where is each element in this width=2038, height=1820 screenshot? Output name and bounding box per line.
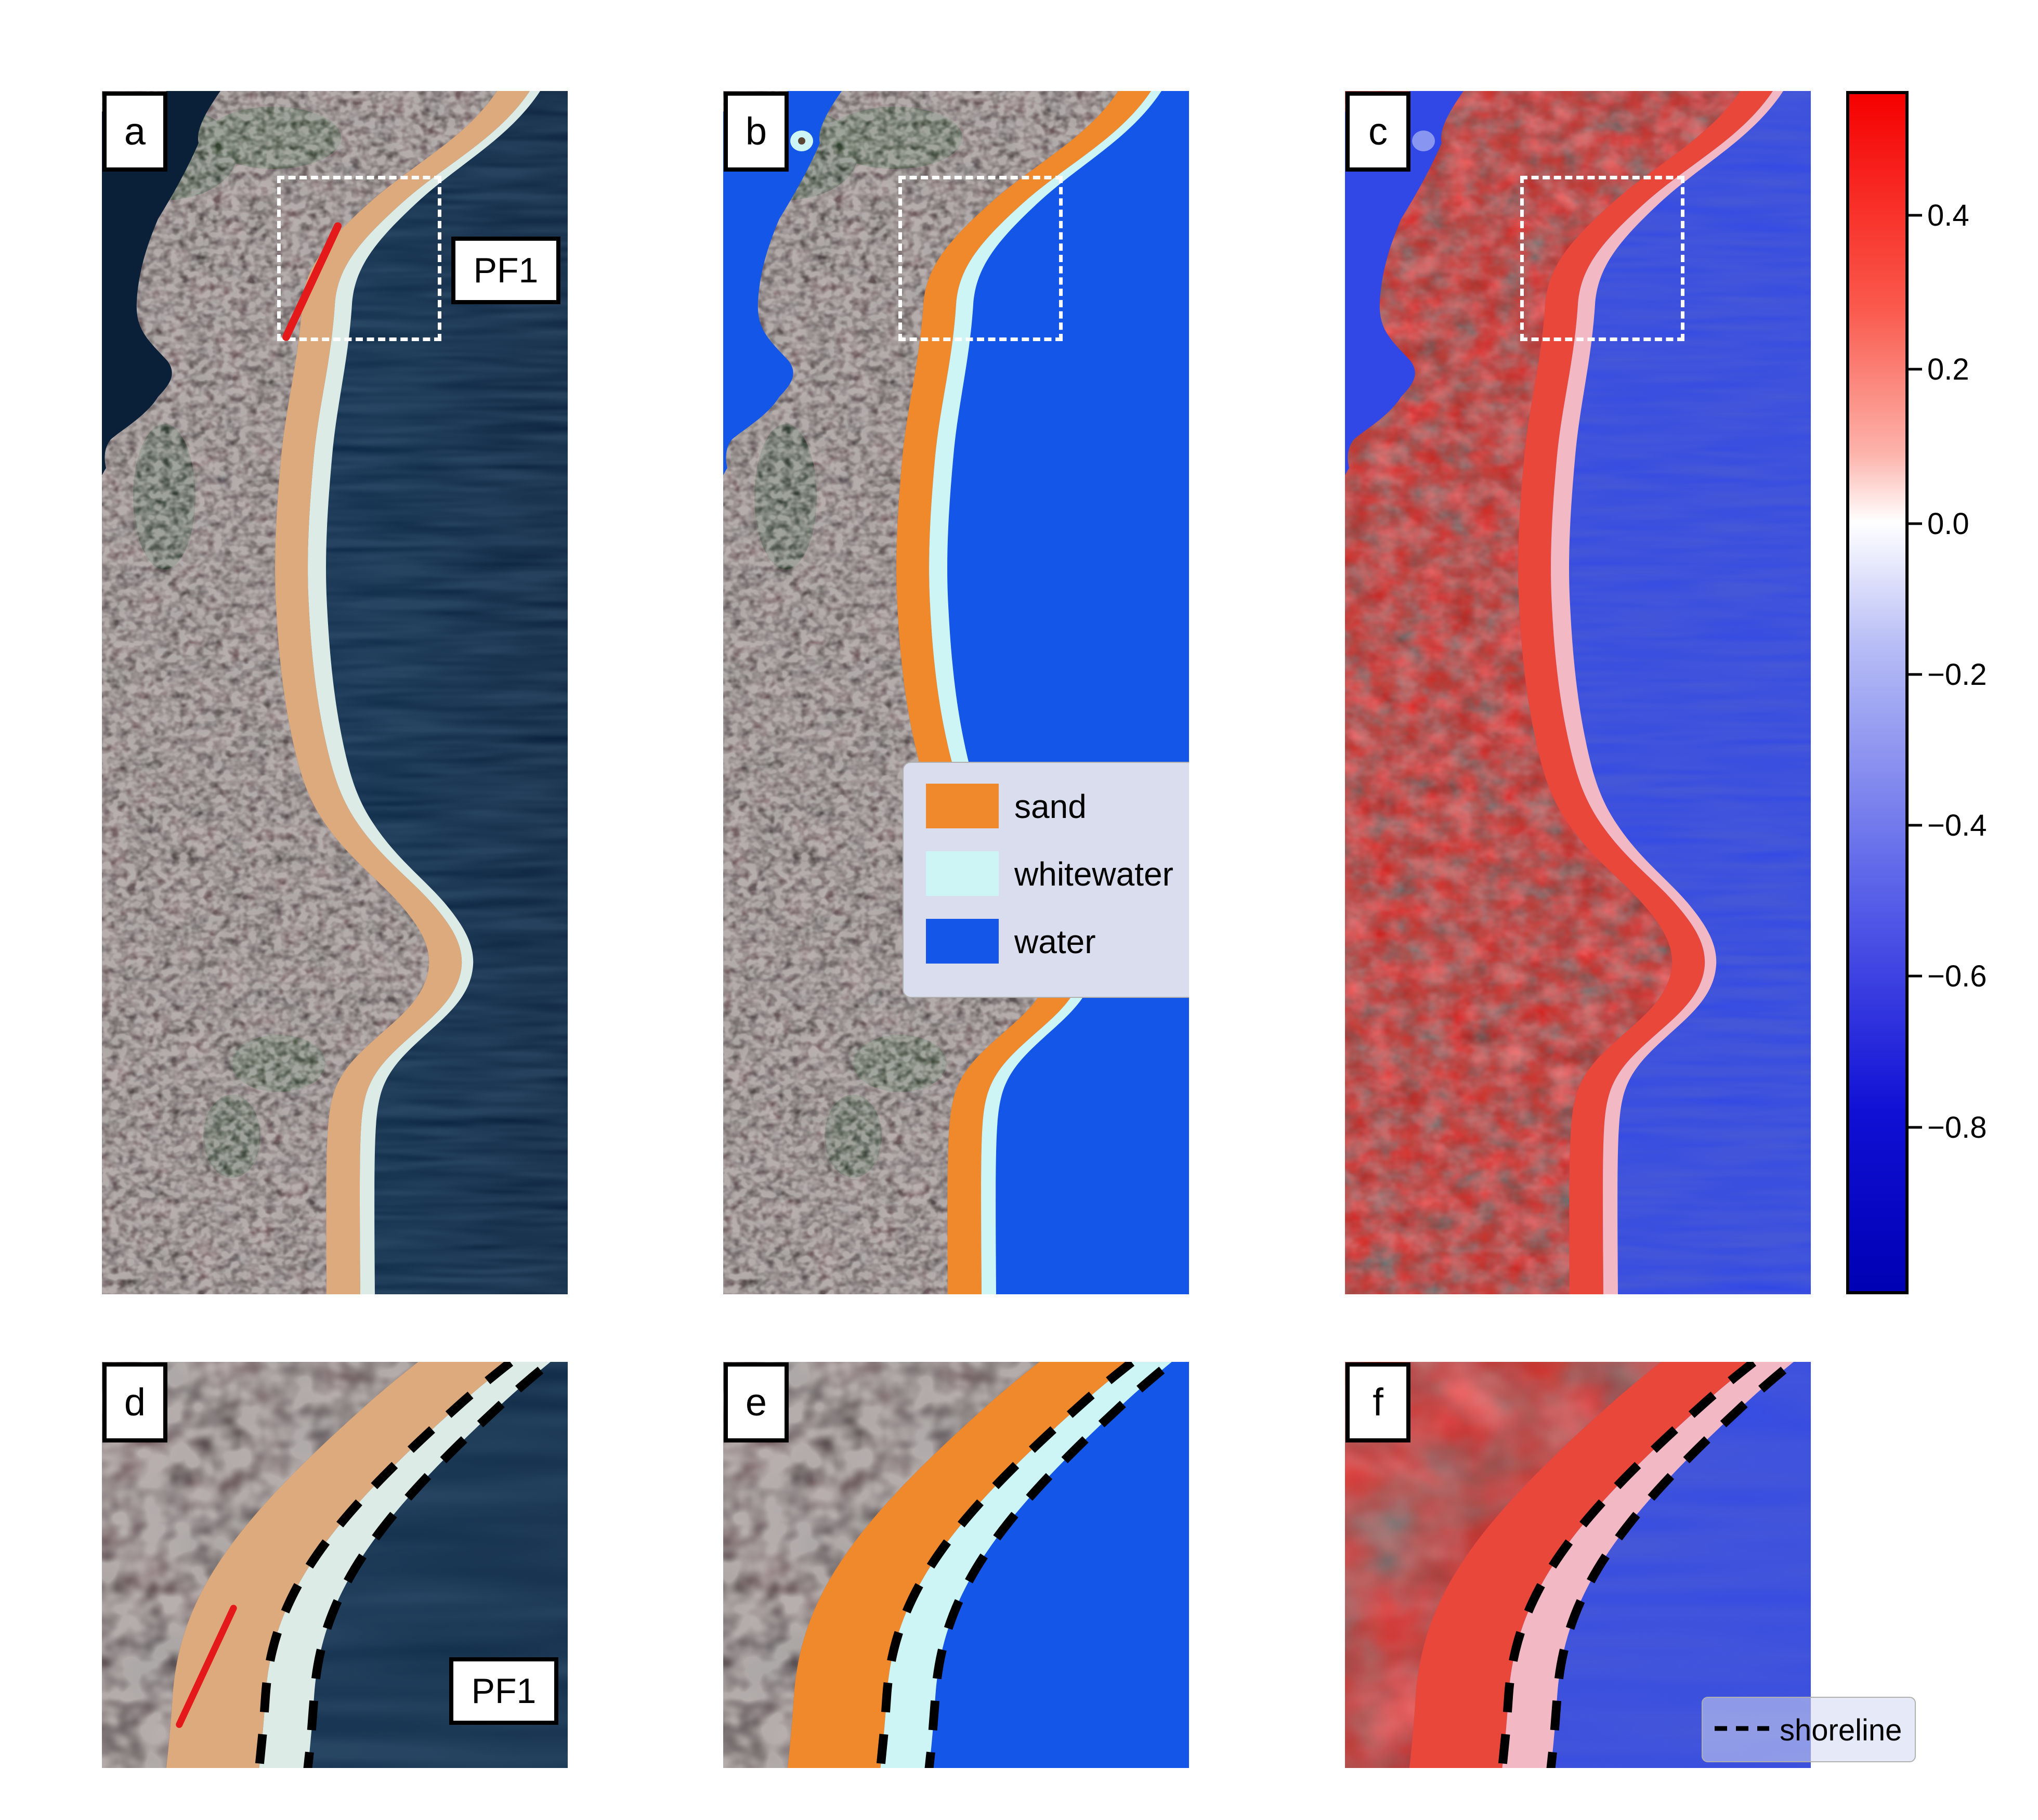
svg-text:−0.6: −0.6	[1927, 959, 1987, 993]
svg-text:whitewater: whitewater	[1014, 855, 1173, 893]
svg-text:−0.2: −0.2	[1927, 658, 1987, 692]
svg-text:0.4: 0.4	[1927, 199, 1969, 232]
svg-text:−0.8: −0.8	[1927, 1111, 1987, 1145]
svg-text:−0.4: −0.4	[1927, 809, 1987, 842]
svg-text:water: water	[1014, 923, 1096, 960]
svg-text:0.2: 0.2	[1927, 353, 1969, 386]
svg-text:sand: sand	[1014, 788, 1087, 825]
svg-text:shoreline: shoreline	[1780, 1713, 1902, 1747]
svg-text:0.0: 0.0	[1927, 507, 1969, 541]
